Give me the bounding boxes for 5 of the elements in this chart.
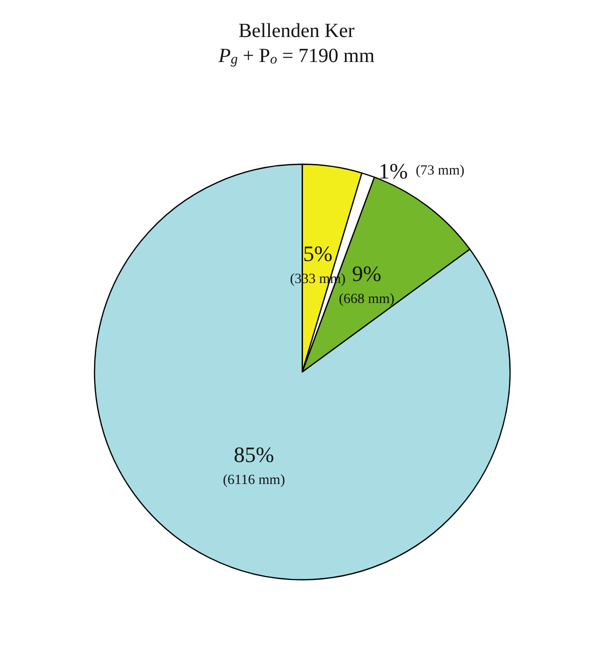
data-label: 85% (6116 mm) bbox=[222, 442, 286, 488]
chart-subtitle: Pg + Po = 7190 mm bbox=[217, 45, 375, 68]
chart-title: Bellenden Ker bbox=[238, 20, 355, 42]
data-label: 5% (333 mm) bbox=[290, 240, 346, 287]
data-label: 1% (73 mm) bbox=[378, 158, 465, 184]
